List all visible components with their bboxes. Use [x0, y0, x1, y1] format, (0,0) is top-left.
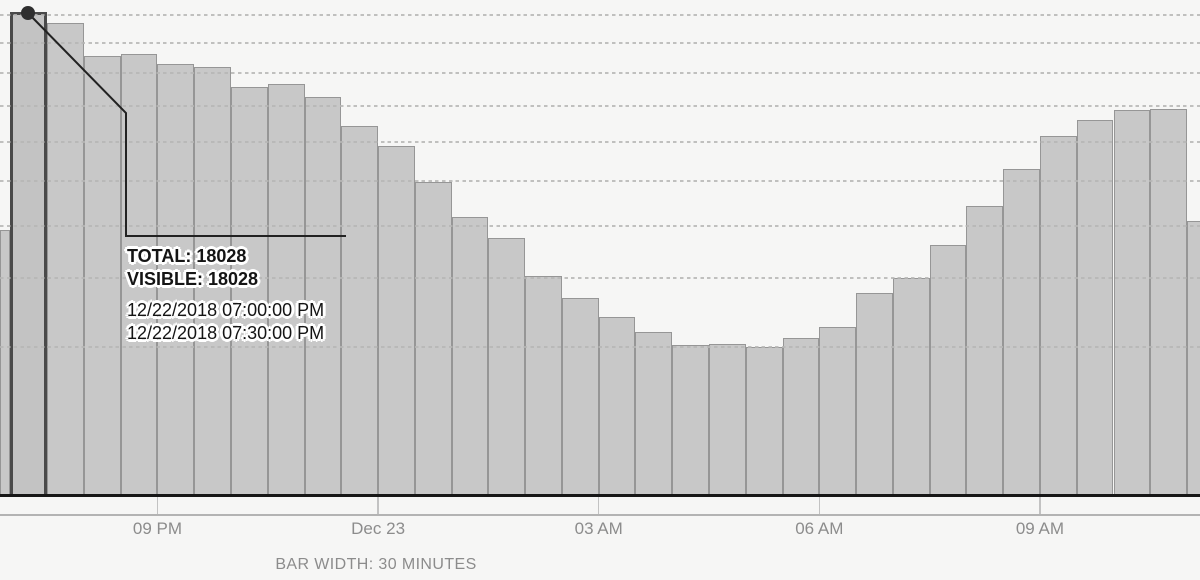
tooltip-total-label: TOTAL:	[127, 246, 192, 266]
histogram-bar[interactable]	[635, 331, 673, 497]
x-tick-label: 09 AM	[1015, 519, 1065, 538]
histogram-bar[interactable]	[1113, 110, 1151, 497]
x-tick-label: 03 AM	[574, 519, 623, 538]
histogram-bar[interactable]	[672, 344, 710, 497]
histogram-bar[interactable]	[966, 205, 1004, 497]
histogram-bar[interactable]	[561, 298, 599, 497]
gridline	[0, 277, 1200, 279]
tooltip-range-start: 12/22/2018 07:00:00 PM	[127, 299, 325, 320]
histogram-bar[interactable]	[525, 275, 562, 497]
histogram-bar[interactable]	[47, 22, 84, 497]
tooltip-total-value: 18028	[196, 246, 247, 266]
histogram-bar[interactable]	[341, 125, 379, 497]
x-axis-domain-line	[0, 514, 1200, 516]
bar-tooltip: TOTAL: 18028 VISIBLE: 18028 12/22/2018 07:…	[127, 245, 324, 346]
histogram-bar[interactable]	[1003, 169, 1040, 497]
tooltip-visible-value: 18028	[208, 269, 259, 290]
histogram-bar[interactable]	[414, 181, 452, 497]
x-tick	[156, 496, 159, 514]
gridline	[0, 14, 1200, 16]
histogram-bar-selected[interactable]	[10, 12, 48, 497]
histogram-bar[interactable]	[598, 316, 636, 497]
tooltip-visible-label: VISIBLE:	[127, 269, 204, 290]
tooltip-visible-line: VISIBLE: 18028	[127, 268, 324, 291]
tooltip-range-end: 12/22/2018 07:30:00 PM	[127, 323, 325, 344]
histogram-bar[interactable]	[745, 346, 783, 497]
histogram-bar[interactable]	[892, 277, 930, 497]
gridline	[0, 141, 1200, 143]
histogram-bar[interactable]	[1076, 119, 1114, 497]
x-tick-label: 06 AM	[795, 519, 844, 538]
x-tick	[1039, 496, 1041, 514]
x-tick-label: 09 PM	[132, 519, 183, 538]
x-tick	[818, 496, 821, 514]
tooltip-date-range: 12/22/2018 07:00:00 PM 12/22/2018 07:30:…	[127, 299, 324, 346]
x-tick	[597, 496, 600, 514]
histogram-bar[interactable]	[1039, 136, 1077, 497]
histogram-bar[interactable]	[0, 230, 11, 497]
histogram-bar[interactable]	[856, 292, 893, 497]
x-tick	[377, 496, 379, 514]
gridline	[0, 72, 1200, 74]
tooltip-total-line: TOTAL: 18028	[127, 245, 324, 268]
histogram-bar[interactable]	[782, 338, 820, 497]
histogram-bar[interactable]	[488, 237, 526, 497]
histogram-bar[interactable]	[929, 244, 967, 497]
gridline	[0, 180, 1200, 182]
histogram-bar[interactable]	[1187, 221, 1200, 497]
gridline	[0, 346, 1200, 348]
histogram-bar[interactable]	[819, 326, 857, 497]
gridline	[0, 225, 1200, 227]
histogram-bar[interactable]	[709, 344, 746, 497]
x-axis-baseline	[0, 494, 1200, 497]
gridline	[0, 105, 1200, 107]
histogram-bar[interactable]	[378, 146, 415, 497]
x-tick-label: Dec 23	[351, 519, 406, 538]
histogram-bar[interactable]	[451, 216, 489, 497]
histogram-bar[interactable]	[1150, 108, 1188, 497]
gridline	[0, 42, 1200, 44]
bar-width-caption: BAR WIDTH: 30 MINUTES	[275, 556, 477, 573]
